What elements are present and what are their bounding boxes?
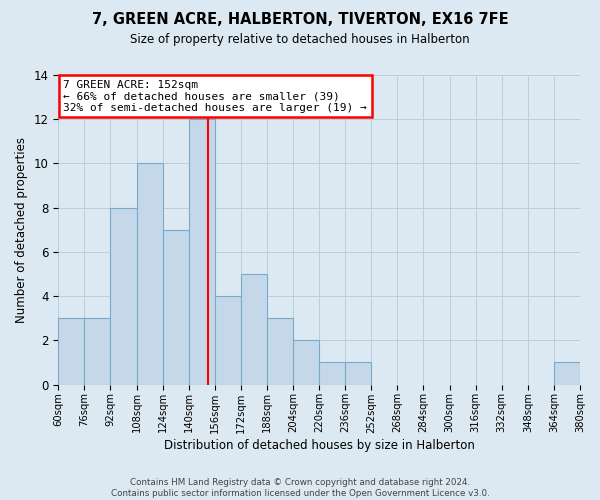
Bar bbox=[267, 318, 293, 384]
Bar bbox=[85, 318, 110, 384]
Bar bbox=[215, 296, 241, 384]
Bar bbox=[163, 230, 189, 384]
Bar bbox=[110, 208, 137, 384]
Text: 7 GREEN ACRE: 152sqm
← 66% of detached houses are smaller (39)
32% of semi-detac: 7 GREEN ACRE: 152sqm ← 66% of detached h… bbox=[64, 80, 367, 113]
X-axis label: Distribution of detached houses by size in Halberton: Distribution of detached houses by size … bbox=[164, 440, 475, 452]
Bar bbox=[241, 274, 267, 384]
Text: Contains HM Land Registry data © Crown copyright and database right 2024.
Contai: Contains HM Land Registry data © Crown c… bbox=[110, 478, 490, 498]
Text: 7, GREEN ACRE, HALBERTON, TIVERTON, EX16 7FE: 7, GREEN ACRE, HALBERTON, TIVERTON, EX16… bbox=[92, 12, 508, 28]
Bar bbox=[319, 362, 345, 384]
Bar bbox=[293, 340, 319, 384]
Text: Size of property relative to detached houses in Halberton: Size of property relative to detached ho… bbox=[130, 32, 470, 46]
Bar bbox=[137, 164, 163, 384]
Bar bbox=[189, 119, 215, 384]
Bar bbox=[554, 362, 580, 384]
Y-axis label: Number of detached properties: Number of detached properties bbox=[15, 137, 28, 323]
Bar bbox=[345, 362, 371, 384]
Bar bbox=[58, 318, 85, 384]
